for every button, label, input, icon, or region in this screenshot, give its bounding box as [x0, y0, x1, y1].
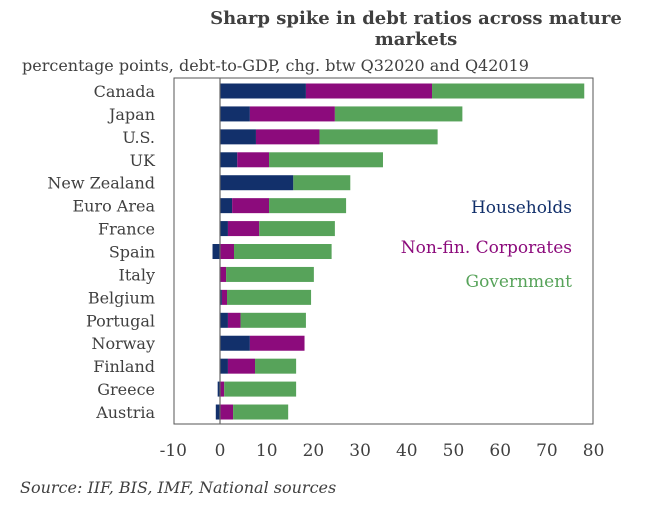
plot-frame [173, 77, 594, 425]
bar-government-new-zealand [293, 175, 351, 191]
category-label: U.S. [122, 128, 155, 147]
bar-households-uk [220, 152, 238, 168]
legend-corporates: Non-fin. Corporates [400, 238, 572, 258]
bar-households-u-s- [220, 129, 256, 145]
x-tick-label: 20 [303, 441, 325, 461]
bar-non-fin-corporates-austria [220, 404, 234, 420]
bar-households-japan [220, 106, 250, 122]
bar-government-france [259, 221, 335, 237]
bar-government-portugal [240, 312, 306, 328]
bar-non-fin-corporates-portugal [227, 312, 241, 328]
bar-non-fin-corporates-norway [249, 335, 305, 351]
x-tick-label: -10 [160, 441, 187, 461]
x-tick-label: 0 [215, 441, 226, 461]
bar-households-portugal [220, 312, 228, 328]
category-label: Canada [94, 82, 156, 101]
bar-non-fin-corporates-greece [220, 381, 225, 397]
category-label: Belgium [88, 288, 155, 307]
bar-government-finland [255, 358, 297, 374]
category-label: Norway [91, 334, 155, 353]
bar-non-fin-corporates-canada [305, 83, 433, 99]
bar-government-japan [334, 106, 463, 122]
category-label: Austria [95, 403, 155, 422]
chart-subtitle: percentage points, debt-to-GDP, chg. btw… [22, 56, 529, 75]
bar-households-finland [220, 358, 228, 374]
category-label: Euro Area [72, 197, 155, 216]
bar-non-fin-corporates-euro-area [232, 198, 270, 214]
category-label: Italy [119, 265, 155, 284]
category-label: New Zealand [47, 174, 155, 193]
bar-households-new-zealand [220, 175, 294, 191]
category-label: Portugal [86, 311, 155, 330]
category-label: Greece [97, 380, 155, 399]
bar-government-uk [269, 152, 383, 168]
bar-non-fin-corporates-italy [220, 266, 227, 282]
category-label: Finland [93, 357, 155, 376]
bar-non-fin-corporates-belgium [221, 289, 228, 305]
bar-households-greece [217, 381, 220, 397]
bar-government-canada [432, 83, 585, 99]
x-tick-label: 40 [396, 441, 418, 461]
legend-government: Government [465, 272, 572, 292]
x-tick-label: 30 [349, 441, 371, 461]
category-label: Japan [107, 105, 155, 124]
bar-households-norway [220, 335, 250, 351]
bar-non-fin-corporates-uk [237, 152, 270, 168]
x-tick-label: 50 [443, 441, 465, 461]
category-label: UK [130, 151, 156, 170]
bar-government-belgium [227, 289, 312, 305]
bar-government-austria [233, 404, 289, 420]
category-label: Spain [109, 243, 155, 262]
bar-government-euro-area [269, 198, 347, 214]
bar-households-belgium [220, 289, 222, 305]
chart-title: Sharp spike in debt ratios across mature… [210, 8, 622, 50]
x-tick-label: 10 [256, 441, 278, 461]
x-tick-label: 60 [489, 441, 511, 461]
bar-government-u-s- [319, 129, 438, 145]
bar-households-spain [212, 244, 220, 260]
legend-households: Households [470, 198, 572, 218]
category-label: France [98, 220, 155, 239]
bar-government-italy [226, 266, 314, 282]
bar-non-fin-corporates-u-s- [255, 129, 320, 145]
bar-non-fin-corporates-japan [249, 106, 335, 122]
bar-non-fin-corporates-finland [227, 358, 256, 374]
x-tick-label: 80 [583, 441, 605, 461]
source-note: Source: IIF, BIS, IMF, National sources [20, 478, 337, 497]
bar-households-euro-area [220, 198, 233, 214]
bar-households-france [220, 221, 228, 237]
x-tick-label: 70 [536, 441, 558, 461]
bar-government-greece [224, 381, 297, 397]
bar-non-fin-corporates-spain [220, 244, 235, 260]
bar-households-canada [220, 83, 306, 99]
bar-government-spain [234, 244, 332, 260]
bar-non-fin-corporates-france [227, 221, 260, 237]
bar-households-austria [215, 404, 220, 420]
